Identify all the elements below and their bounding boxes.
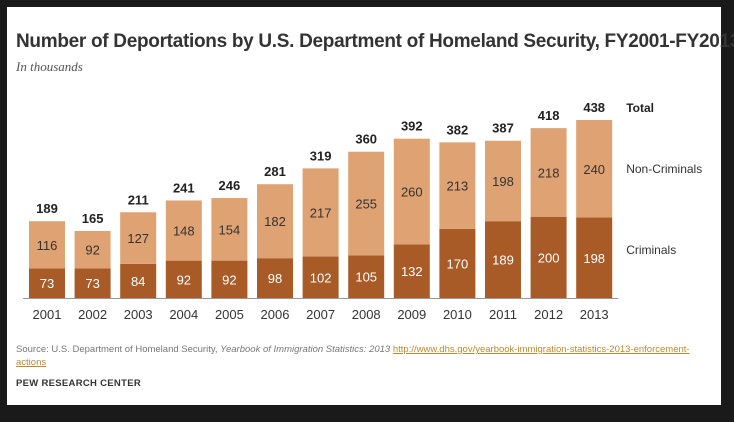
bar-criminals-2005: [211, 260, 248, 298]
total-value-label: 211: [128, 192, 149, 207]
x-tick-label: 2010: [443, 307, 472, 322]
bar-criminals-2006: [257, 258, 293, 298]
criminals-value-label: 105: [355, 270, 377, 285]
non-criminals-value-label: 148: [173, 224, 195, 239]
total-value-label: 387: [492, 121, 514, 136]
legend-non-criminals: Non-Criminals: [626, 162, 702, 176]
bar-criminals-2007: [302, 256, 339, 298]
stacked-bar-chart: 7311618920017392165200284127211200392148…: [23, 100, 702, 322]
bar-criminals-2001: [29, 268, 65, 298]
bar-criminals-2002: [74, 268, 111, 298]
x-tick-label: 2005: [215, 307, 244, 322]
bar-non-criminals-2006: [257, 184, 293, 259]
bar-criminals-2011: [485, 221, 521, 298]
bar-non-criminals-2012: [530, 128, 567, 217]
bar-criminals-2009: [393, 244, 430, 298]
bar-non-criminals-2007: [302, 168, 339, 257]
criminals-value-label: 102: [310, 270, 332, 285]
criminals-value-label: 73: [85, 276, 99, 291]
total-value-label: 392: [401, 119, 423, 134]
bar-criminals-2010: [439, 228, 476, 298]
total-value-label: 360: [355, 132, 377, 147]
total-value-label: 241: [173, 180, 195, 195]
x-tick-label: 2012: [534, 307, 563, 322]
source-link[interactable]: http://www.dhs.gov/yearbook-immigration-…: [16, 344, 690, 368]
bar-criminals-2008: [348, 255, 385, 298]
legend-criminals: Criminals: [626, 243, 676, 257]
x-tick-label: 2008: [352, 307, 381, 322]
total-value-label: 319: [310, 148, 332, 163]
criminals-value-label: 98: [268, 271, 282, 286]
bar-non-criminals-2009: [393, 138, 430, 245]
non-criminals-value-label: 240: [583, 162, 605, 177]
x-tick-label: 2002: [78, 307, 107, 322]
pew-credit: PEW RESEARCH CENTER: [16, 378, 141, 389]
bar-non-criminals-2002: [74, 230, 111, 269]
bar-criminals-2004: [165, 260, 202, 298]
criminals-value-label: 170: [447, 256, 469, 271]
chart-frame: Number of Deportations by U.S. Departmen…: [7, 7, 734, 405]
source-publication: Yearbook of Immigration Statistics: 2013: [220, 344, 391, 355]
criminals-value-label: 200: [538, 250, 560, 265]
criminals-value-label: 132: [401, 264, 423, 279]
bar-non-criminals-2013: [576, 120, 613, 218]
criminals-value-label: 92: [177, 272, 191, 287]
x-tick-label: 2001: [33, 307, 62, 322]
bar-non-criminals-2004: [165, 200, 202, 261]
total-value-label: 246: [219, 178, 241, 193]
non-criminals-value-label: 92: [85, 243, 99, 258]
non-criminals-value-label: 198: [492, 174, 514, 189]
source-note: Source: U.S. Department of Homeland Secu…: [16, 343, 706, 369]
non-criminals-value-label: 218: [538, 165, 560, 180]
chart-subtitle: In thousands: [16, 59, 83, 74]
x-tick-label: 2006: [261, 307, 290, 322]
x-tick-label: 2003: [124, 307, 153, 322]
bar-non-criminals-2003: [120, 212, 157, 264]
non-criminals-value-label: 127: [127, 231, 149, 246]
chart-title: Number of Deportations by U.S. Departmen…: [16, 31, 734, 52]
bar-criminals-2012: [530, 216, 567, 298]
criminals-value-label: 189: [492, 253, 514, 268]
non-criminals-value-label: 154: [219, 222, 241, 237]
criminals-value-label: 73: [40, 276, 54, 291]
bar-non-criminals-2010: [439, 142, 476, 229]
total-value-label: 165: [82, 211, 104, 226]
bar-criminals-2013: [576, 217, 613, 298]
total-value-label: 189: [36, 201, 58, 216]
x-tick-label: 2004: [169, 307, 198, 322]
total-value-label: 281: [264, 164, 286, 179]
bar-non-criminals-2005: [211, 198, 248, 261]
non-criminals-value-label: 260: [401, 185, 423, 200]
bar-non-criminals-2008: [348, 151, 385, 256]
non-criminals-value-label: 213: [447, 179, 469, 194]
legend-total: Total: [626, 101, 654, 115]
bar-criminals-2003: [120, 263, 157, 298]
total-value-label: 438: [583, 100, 605, 115]
non-criminals-value-label: 116: [37, 238, 58, 253]
non-criminals-value-label: 182: [264, 214, 286, 229]
criminals-value-label: 92: [222, 272, 236, 287]
non-criminals-value-label: 255: [355, 197, 377, 212]
x-tick-label: 2009: [397, 307, 426, 322]
total-value-label: 418: [538, 108, 560, 123]
criminals-value-label: 84: [131, 274, 145, 289]
non-criminals-value-label: 217: [310, 205, 332, 220]
x-tick-label: 2013: [580, 307, 609, 322]
total-value-label: 382: [447, 122, 469, 137]
x-tick-label: 2007: [306, 307, 335, 322]
bar-non-criminals-2011: [485, 140, 521, 222]
criminals-value-label: 198: [583, 251, 605, 266]
source-prefix: Source: U.S. Department of Homeland Secu…: [16, 344, 221, 355]
bar-non-criminals-2001: [29, 221, 65, 269]
x-tick-label: 2011: [489, 307, 517, 322]
